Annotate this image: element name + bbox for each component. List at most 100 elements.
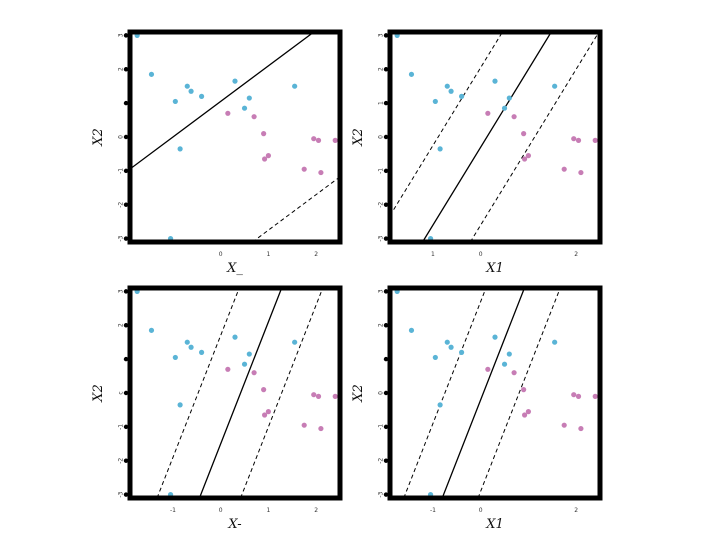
y-tick-mark [123,356,129,362]
y-tick-mark [123,202,129,207]
y-tick-mark [123,100,129,106]
y-tick-label: -1 [118,168,125,174]
y-tick-mark [383,492,389,497]
y-tick-label: 2 [118,67,125,71]
data-point-class-a [432,354,438,361]
plot-frame [387,29,603,245]
plot-frame [387,285,603,501]
data-point-class-a [444,83,450,89]
y-tick-mark [123,33,129,38]
data-point-class-a [492,78,498,84]
data-point-class-a [292,339,298,345]
y-tick-mark [123,168,129,174]
y-tick-mark [383,100,389,106]
x-tick-label: 2 [314,251,318,258]
data-point-class-b [315,393,322,399]
data-point-class-b [521,156,528,162]
y-tick-label: -3 [378,235,385,241]
y-tick-label: -3 [378,491,385,497]
data-point-class-b [265,409,272,415]
data-point-class-b [571,136,577,142]
data-point-class-b [485,366,491,372]
data-point-class-a [408,327,415,333]
y-tick-label: -1 [118,424,125,430]
y-axis-label: X2 [91,128,106,147]
decision-boundary-line [198,288,283,498]
y-tick-label: -3 [118,235,125,241]
data-point-class-a [492,334,498,340]
margin-line [469,32,600,242]
y-tick-label: c [118,391,125,394]
data-point-class-b [511,114,517,120]
data-point-class-b [578,425,584,432]
boundary-lines [403,288,561,498]
y-tick-mark [383,67,389,72]
y-tick-mark [123,492,129,497]
y-tick-mark [383,390,389,396]
y-tick-mark [123,134,129,140]
x-tick-label: 0 [219,251,223,258]
data-point-class-b [332,137,338,143]
y-tick-label: 2 [118,323,125,327]
boundary-lines [130,32,340,242]
y-tick-mark [123,67,129,72]
y-tick-mark [123,289,129,294]
x-tick-label: 2 [574,507,578,514]
y-tick-label: 3 [118,33,125,37]
y-axis-label: X2 [351,128,366,147]
data-point-class-a [246,351,252,357]
y-tick-label: 0 [118,135,125,139]
y-tick-mark [123,424,129,430]
data-point-class-b [521,387,527,393]
plot-frame [127,29,343,245]
y-tick-label: -3 [118,491,125,497]
margin-line [156,288,240,498]
data-point-class-a [232,334,238,340]
data-point-class-b [571,392,577,398]
data-point-class-a [432,98,438,105]
data-point-class-b [251,370,257,376]
x-axis-label: X_ [226,261,243,276]
decision-boundary-line [130,32,315,170]
data-point-class-b [315,137,322,143]
data-point-class-a [506,95,512,101]
data-point-class-b [318,425,324,432]
data-point-class-b [561,166,567,172]
data-point-class-b [251,114,257,120]
x-axis-label: X- [227,517,241,532]
y-tick-label: 2 [378,67,385,71]
data-point-class-a [552,83,558,89]
x-tick-label: 1 [431,251,435,258]
y-tick-mark [383,236,389,241]
y-tick-mark [383,289,389,294]
y-tick-mark [383,424,389,430]
margin-line [477,288,561,498]
data-points [134,288,338,498]
data-point-class-b [311,392,317,398]
data-point-class-a [501,361,508,367]
panel-bottom-left: -3 -2 -1 c 2 3 -1 0 1 2 X- X2 [91,285,343,532]
data-point-class-a [188,344,194,350]
data-point-class-a [408,71,415,77]
data-point-class-a [292,83,298,89]
data-point-class-a [148,71,155,77]
margin-line [390,32,503,216]
boundary-lines [156,288,324,498]
x-tick-label: 0 [479,251,483,258]
y-tick-mark [123,323,129,328]
data-point-class-b [525,409,532,415]
decision-boundary-line [422,32,552,242]
y-tick-label: -2 [118,458,125,464]
y-tick-label: 3 [118,289,125,293]
y-tick-label: -1 [378,424,385,430]
y-tick-mark [383,168,389,174]
y-tick-mark [383,458,389,463]
x-tick-label: 2 [314,507,318,514]
data-point-class-a [246,95,252,101]
data-point-class-a [437,402,443,408]
y-tick-label: 2 [378,323,385,327]
data-point-class-a [448,88,454,94]
y-tick-label: -1 [378,168,385,174]
data-point-class-a [437,146,443,152]
data-point-class-a [241,105,248,111]
